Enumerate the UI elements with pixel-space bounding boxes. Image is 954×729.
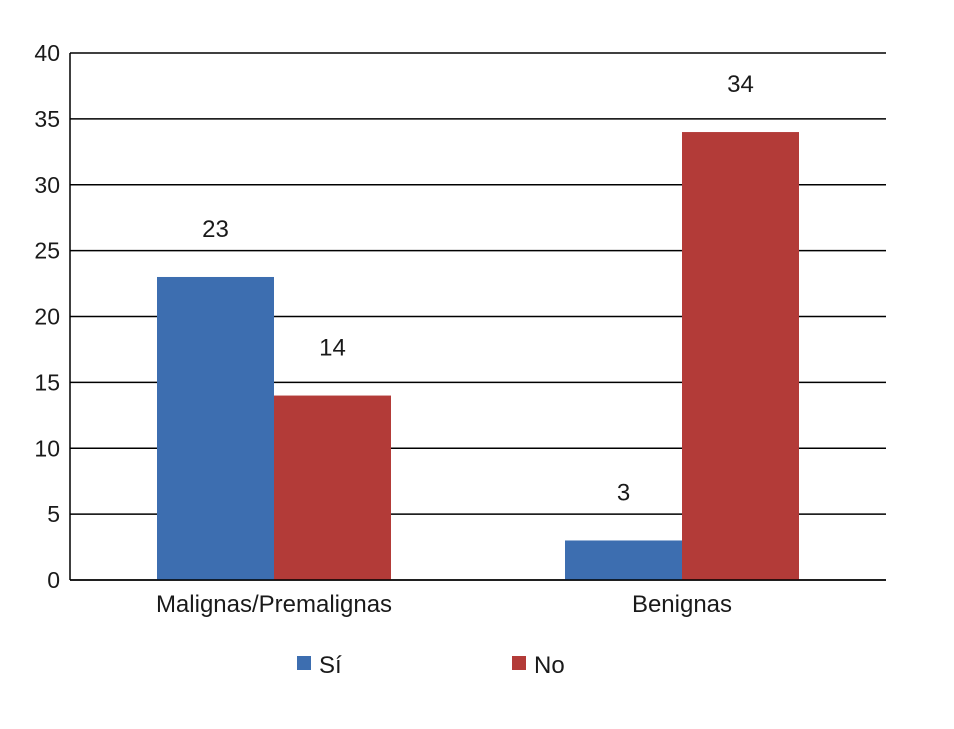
data-labels: 23 14 3 34	[202, 71, 754, 506]
y-tick-label: 20	[34, 304, 60, 330]
bars	[157, 132, 799, 581]
x-tick-label: Benignas	[632, 591, 732, 618]
y-tick-label: 40	[34, 40, 60, 66]
data-label: 14	[319, 335, 346, 362]
y-tick-label: 10	[34, 435, 60, 461]
y-tick-label: 0	[47, 567, 60, 593]
legend-label: Sí	[319, 652, 342, 679]
bar-s-1	[157, 276, 274, 580]
data-label: 3	[617, 479, 630, 506]
legend-swatch	[297, 656, 311, 670]
data-label: 34	[727, 71, 754, 98]
bar-no-1	[274, 395, 391, 580]
x-axis: Malignas/Premalignas Benignas	[70, 579, 886, 618]
legend-swatch	[512, 656, 526, 670]
y-axis: 0 5 10 15 20 25 30 35 40	[34, 40, 71, 593]
y-tick-label: 35	[34, 106, 60, 132]
y-tick-label: 25	[34, 238, 60, 264]
legend: Sí No	[297, 652, 565, 679]
legend-label: No	[534, 652, 565, 679]
bar-s-2	[565, 540, 682, 580]
y-tick-label: 15	[34, 369, 60, 395]
y-tick-label: 30	[34, 172, 60, 198]
x-tick-label: Malignas/Premalignas	[156, 591, 392, 618]
bar-no-2	[682, 132, 799, 581]
data-label: 23	[202, 216, 229, 243]
y-tick-label: 5	[47, 501, 60, 527]
